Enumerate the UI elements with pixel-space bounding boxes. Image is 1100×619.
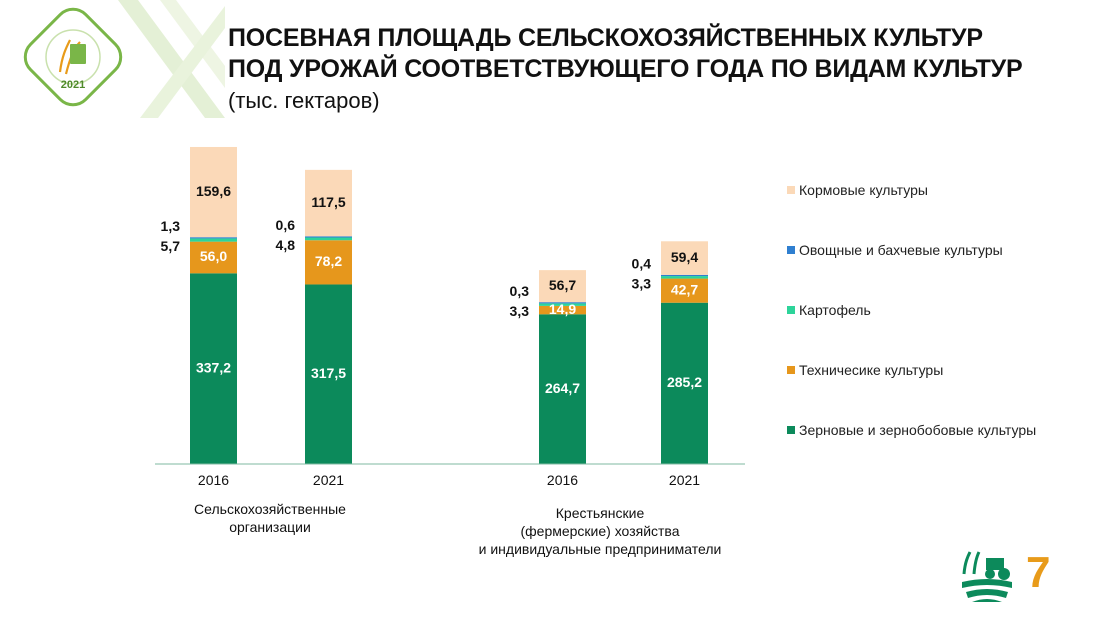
data-label-vegetables: 1,3 — [161, 218, 181, 234]
bar-segment-technical — [539, 305, 586, 315]
data-label-fodder: 56,7 — [549, 277, 576, 293]
bar-segment-fodder — [539, 270, 586, 303]
data-label-potato: 5,7 — [161, 238, 181, 254]
legend-item: Картофель — [787, 302, 871, 318]
x-tick-label: 2016 — [197, 472, 230, 488]
legend-swatch — [787, 366, 795, 374]
page-subtitle: (тыс. гектаров) — [228, 88, 380, 113]
legend-swatch — [787, 186, 795, 194]
legend-swatch — [787, 246, 795, 254]
bar-segment-fodder — [661, 241, 708, 275]
legend-item: Кормовые культуры — [787, 182, 928, 198]
x-tick-label: 2021 — [668, 472, 701, 488]
legend-item: Техничесике культуры — [787, 362, 943, 378]
legend-label: Кормовые культуры — [799, 182, 928, 198]
logo-stripes — [118, 0, 225, 118]
legend-label: Овощные и бахчевые культуры — [799, 242, 1003, 258]
bar-segment-technical — [305, 240, 352, 285]
bar-segment-vegetables — [305, 236, 352, 238]
legend-item: Овощные и бахчевые культуры — [787, 242, 1003, 258]
data-label-technical: 56,0 — [200, 248, 227, 264]
data-label-potato: 3,3 — [510, 303, 530, 319]
logo-year: 2021 — [61, 79, 85, 91]
page-title-line-2: ПОД УРОЖАЙ СООТВЕТСТВУЮЩЕГО ГОДА ПО ВИДА… — [228, 55, 1023, 83]
bar-segment-grain — [190, 273, 237, 464]
logo-badge: 2021 — [23, 7, 123, 107]
farm-tractor-icon — [960, 548, 1014, 604]
bar-segment-technical — [190, 241, 237, 274]
bar-segment-potato — [539, 303, 586, 306]
data-label-vegetables: 0,4 — [632, 256, 652, 272]
bar-segment-fodder — [305, 169, 352, 237]
data-label-technical: 14,9 — [549, 301, 576, 317]
group-label-line: и индивидуальные предприниматели — [478, 541, 722, 557]
x-tick-label: 2021 — [312, 472, 345, 488]
group-label-line: Крестьянские — [555, 505, 645, 521]
page-title-line-1: ПОСЕВНАЯ ПЛОЩАДЬ СЕЛЬСКОХОЗЯЙСТВЕННЫХ КУ… — [228, 24, 983, 52]
bar-segment-grain — [305, 284, 352, 464]
legend-label: Зерновые и зернобобовые культуры — [799, 422, 1037, 438]
data-label-grain: 317,5 — [311, 365, 346, 381]
group-label-line: Сельскохозяйственные — [194, 501, 346, 517]
x-tick-label: 2016 — [546, 472, 579, 488]
bar-segment-vegetables — [190, 237, 237, 239]
bar-segment-potato — [661, 276, 708, 279]
data-label-grain: 285,2 — [667, 374, 702, 390]
legend-item: Зерновые и зернобобовые культуры — [787, 422, 1036, 438]
bar-segment-technical — [661, 278, 708, 303]
bar-segment-potato — [190, 238, 237, 242]
bar-segment-grain — [539, 314, 586, 464]
data-label-fodder: 117,5 — [311, 194, 345, 210]
bar-segment-grain — [661, 302, 708, 464]
group-label-line: организации — [229, 519, 311, 535]
data-label-potato: 3,3 — [632, 276, 652, 292]
data-label-potato: 4,8 — [276, 237, 296, 253]
bar-segment-vegetables — [539, 302, 586, 304]
data-label-vegetables: 0,3 — [510, 283, 530, 299]
bar-segment-vegetables — [661, 274, 708, 277]
page-number: 7 — [1026, 548, 1051, 597]
bar-segment-fodder — [190, 146, 237, 238]
data-label-grain: 264,7 — [545, 380, 580, 396]
legend-swatch — [787, 426, 795, 434]
group-label-line: (фермерские) хозяйства — [520, 523, 680, 539]
data-label-grain: 337,2 — [196, 359, 231, 375]
legend-label: Картофель — [799, 302, 871, 318]
data-label-fodder: 159,6 — [196, 183, 231, 199]
legend-swatch — [787, 306, 795, 314]
data-label-vegetables: 0,6 — [276, 217, 296, 233]
legend-label: Техничесике культуры — [799, 362, 944, 378]
data-label-fodder: 59,4 — [671, 249, 698, 265]
data-label-technical: 42,7 — [671, 281, 698, 297]
group-label: Крестьянские (фермерские) хозяйства и инди… — [460, 504, 740, 558]
census-logo: 2021 — [23, 0, 225, 118]
group-label: Сельскохозяйственные организации — [130, 500, 410, 536]
data-label-technical: 78,2 — [315, 253, 342, 269]
bar-segment-potato — [305, 237, 352, 241]
